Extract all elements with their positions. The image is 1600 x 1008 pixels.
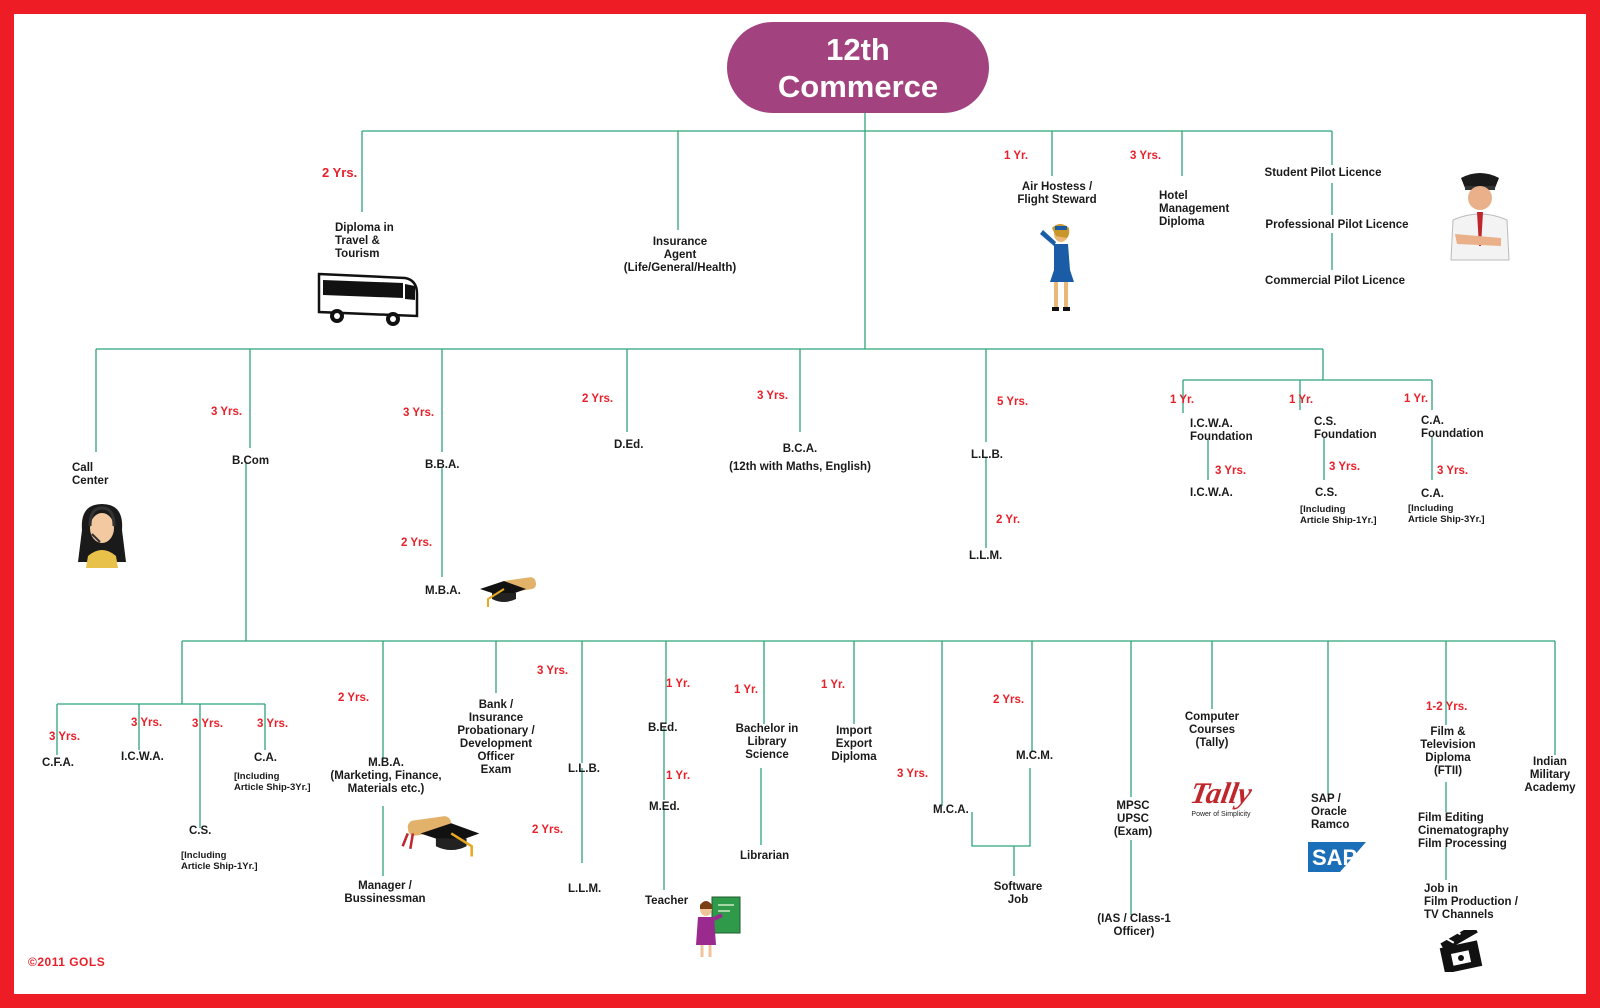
ded-duration: 2 Yrs.	[582, 393, 614, 405]
b-llm-duration: 2 Yrs.	[532, 824, 564, 836]
copyright: ©2011 GOLS	[28, 955, 106, 969]
llb5-duration: 5 Yrs.	[997, 396, 1029, 408]
b-ca-duration: 3 Yrs.	[257, 718, 289, 730]
tally-logo: Tally Power of Simplicity	[1187, 777, 1255, 818]
hotel-duration: 3 Yrs.	[1130, 150, 1162, 162]
air-label: Air Hostess / Flight Steward	[1017, 181, 1097, 206]
bba-duration: 3 Yrs.	[403, 407, 435, 419]
ca-next-duration: 3 Yrs.	[1437, 465, 1469, 477]
cs-next-note: [Including Article Ship-1Yr.]	[1300, 504, 1377, 526]
teacher-label: Teacher	[645, 895, 689, 907]
film-editing-label: Film Editing Cinematography Film Processin…	[1418, 812, 1509, 850]
lib-label: Bachelor in Library Science	[735, 723, 799, 761]
page-title: 12th Commerce	[727, 22, 989, 113]
cs-found-duration: 1 Yr.	[1289, 394, 1314, 406]
bca-duration: 3 Yrs.	[757, 390, 789, 402]
b-ca-note: [Including Article Ship-3Yr.]	[234, 771, 311, 793]
med-duration: 1 Yr.	[666, 770, 691, 782]
cs-found-label: C.S. Foundation	[1314, 416, 1377, 441]
insurance-label: Insurance Agent (Life/General/Health)	[623, 236, 737, 274]
bba-mba-label: M.B.A.	[425, 585, 461, 597]
ias-label: (IAS / Class-1 Officer)	[1097, 913, 1171, 938]
travel-duration: 2 Yrs.	[322, 165, 358, 180]
cs-next-label: C.S.	[1315, 487, 1338, 499]
call-center-icon	[78, 504, 126, 568]
military-label: Indian Military Academy	[1524, 756, 1576, 794]
med-label: M.Ed.	[649, 801, 680, 813]
mca-label: M.C.A.	[933, 804, 969, 816]
computer-label: Computer Courses (Tally)	[1184, 711, 1240, 749]
llb5-label: L.L.B.	[971, 449, 1003, 461]
film-label: Film & Television Diploma (FTII)	[1420, 726, 1476, 777]
title-line-1: 12th	[826, 31, 890, 67]
b-llb-label: L.L.B.	[568, 763, 600, 775]
air-hostess-icon	[1040, 224, 1074, 311]
software-job-label: Software Job	[993, 881, 1043, 906]
import-label: Import Export Diploma	[831, 725, 877, 763]
bcom-label: B.Com	[232, 455, 270, 467]
b-cs-label: C.S.	[189, 825, 212, 837]
llm-duration: 2 Yr.	[996, 514, 1021, 526]
bed-label: B.Ed.	[648, 722, 678, 734]
b-cs-duration: 3 Yrs.	[192, 718, 224, 730]
icwa-next-label: I.C.W.A.	[1190, 487, 1233, 499]
b-llm-label: L.L.M.	[568, 883, 602, 895]
cfa-duration: 3 Yrs.	[49, 731, 81, 743]
sap-label: SAP / Oracle Ramco	[1311, 793, 1350, 831]
b-icwa-label: I.C.W.A.	[121, 751, 164, 763]
icwa-next-duration: 3 Yrs.	[1215, 465, 1247, 477]
film-duration: 1-2 Yrs.	[1426, 701, 1468, 713]
pilot-professional: Professional Pilot Licence	[1265, 219, 1409, 231]
icwa-found-label: I.C.W.A. Foundation	[1190, 418, 1253, 443]
pilot-commercial: Commercial Pilot Licence	[1265, 275, 1405, 287]
mcm-label: M.C.M.	[1016, 750, 1054, 762]
sap-logo: SAP	[1308, 842, 1366, 872]
clapperboard-icon	[1439, 930, 1483, 972]
svg-text:SAP: SAP	[1312, 845, 1357, 870]
bed-duration: 1 Yr.	[666, 678, 691, 690]
ca-next-note: [Including Article Ship-3Yr.]	[1408, 503, 1485, 525]
ded-label: D.Ed.	[614, 439, 644, 451]
b-mba-label: M.B.A. (Marketing, Finance, Materials etc.…	[330, 757, 442, 795]
b-mba-duration: 2 Yrs.	[338, 692, 370, 704]
bus-icon	[317, 272, 419, 326]
b-llb-duration: 3 Yrs.	[537, 665, 569, 677]
b-icwa-duration: 3 Yrs.	[131, 717, 163, 729]
travel-label: Diploma in Travel & Tourism	[335, 222, 394, 260]
bba-label: B.B.A.	[425, 459, 460, 471]
ca-next-label: C.A.	[1421, 488, 1444, 500]
manager-label: Manager / Bussinessman	[344, 880, 426, 905]
mpsc-label: MPSC UPSC (Exam)	[1113, 800, 1153, 838]
call-center-label: Call Center	[72, 462, 109, 487]
graduation-cap-icon	[480, 577, 537, 607]
llm-label: L.L.M.	[969, 550, 1003, 562]
cfa-label: C.F.A.	[42, 757, 74, 769]
bcom-duration: 3 Yrs.	[211, 406, 243, 418]
bank-label: Bank / Insurance Probationary / Development…	[457, 699, 535, 776]
title-line-2: Commerce	[777, 68, 939, 104]
b-cs-note: [Including Article Ship-1Yr.]	[181, 850, 258, 872]
pilot-student: Student Pilot Licence	[1264, 167, 1382, 179]
bba-mba-duration: 2 Yrs.	[401, 537, 433, 549]
mca-duration: 3 Yrs.	[897, 768, 929, 780]
bca-label: B.C.A. (12th with Maths, English)	[729, 443, 871, 473]
graduation-cap-icon-2	[401, 816, 480, 857]
hotel-label: Hotel Management Diploma	[1159, 190, 1230, 228]
cs-next-duration: 3 Yrs.	[1329, 461, 1361, 473]
teacher-icon	[696, 896, 741, 957]
air-duration: 1 Yr.	[1004, 150, 1029, 162]
import-duration: 1 Yr.	[821, 679, 846, 691]
film-job-label: Job in Film Production / TV Channels	[1424, 883, 1518, 921]
librarian-label: Librarian	[740, 850, 790, 862]
pilot-icon	[1450, 173, 1510, 261]
ca-found-label: C.A. Foundation	[1421, 415, 1484, 440]
icwa-found-duration: 1 Yr.	[1170, 394, 1195, 406]
b-ca-label: C.A.	[254, 752, 277, 764]
mcm-duration: 2 Yrs.	[993, 694, 1025, 706]
ca-found-duration: 1 Yr.	[1404, 393, 1429, 405]
lib-duration: 1 Yr.	[734, 684, 759, 696]
